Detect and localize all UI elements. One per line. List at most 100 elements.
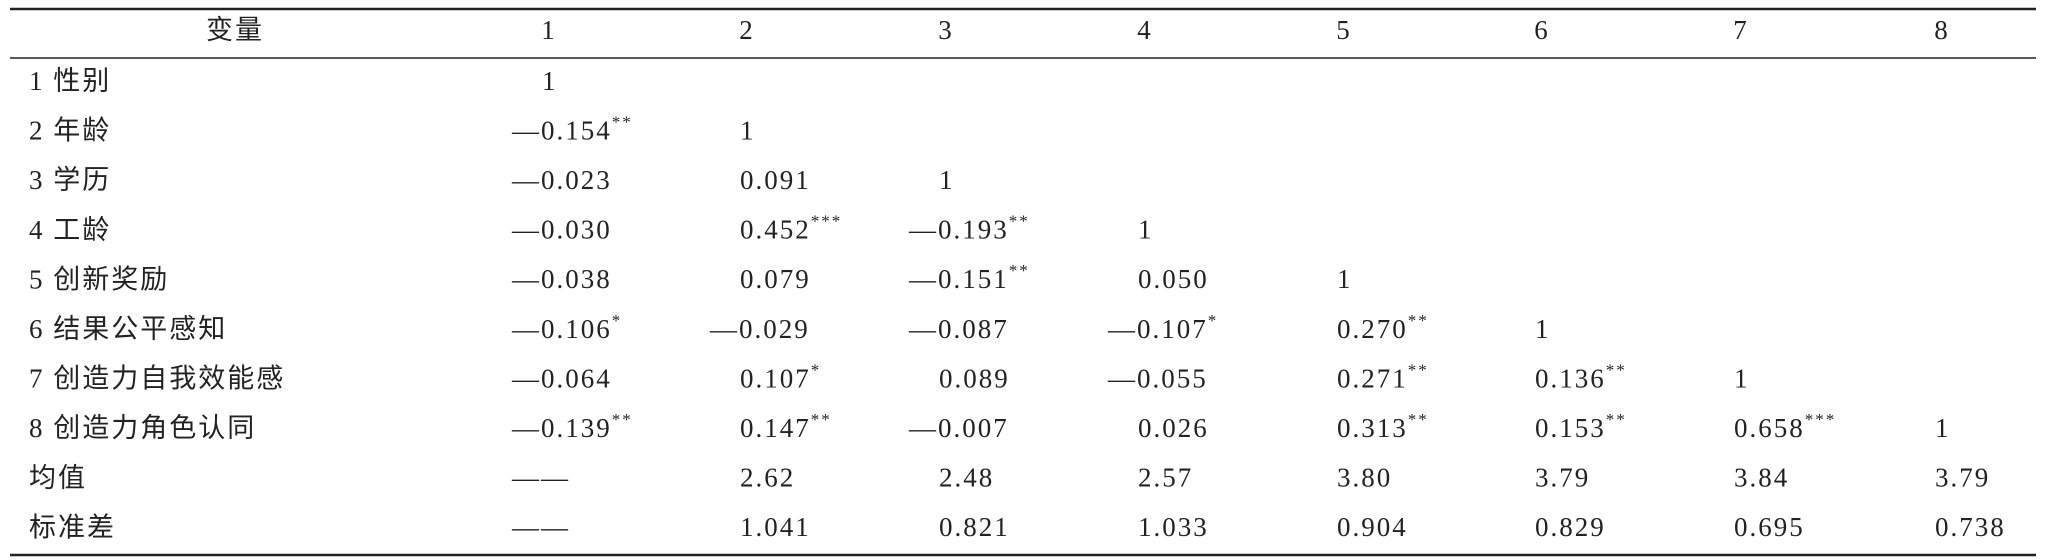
cell-value: —0.030 bbox=[511, 215, 612, 245]
cell-value: —0.029 bbox=[709, 314, 810, 344]
cell-value: 1 bbox=[542, 66, 558, 96]
cell: 0.658*** bbox=[1734, 410, 1836, 443]
cell: 3.80 bbox=[1337, 463, 1392, 493]
cell-value: 0.153 bbox=[1535, 413, 1606, 443]
cell: —0.087 bbox=[908, 314, 1009, 344]
cell-value: 0.695 bbox=[1734, 512, 1805, 542]
row-label: 8 创造力角色认同 bbox=[29, 413, 256, 443]
cell-value: 0.313 bbox=[1337, 413, 1408, 443]
cell-value: 2.62 bbox=[740, 463, 795, 493]
cell: 1 bbox=[1337, 264, 1353, 294]
cell-value: 1.041 bbox=[740, 512, 811, 542]
cell-value: 1 bbox=[1337, 264, 1353, 294]
cell: 0.026 bbox=[1138, 413, 1209, 443]
cell-value: 3.79 bbox=[1935, 463, 1990, 493]
cell-value: —0.107 bbox=[1107, 314, 1208, 344]
cell: 0.271** bbox=[1337, 360, 1429, 393]
header-cell: 2 bbox=[739, 15, 755, 45]
row-label: 3 学历 bbox=[29, 165, 111, 195]
row-label: 标准差 bbox=[29, 512, 116, 542]
cell-value: 0.091 bbox=[740, 165, 811, 195]
cell: 3.84 bbox=[1734, 463, 1789, 493]
cell-value: 0.829 bbox=[1535, 512, 1606, 542]
significance: ** bbox=[1009, 261, 1030, 280]
cell: —0.107* bbox=[1107, 311, 1218, 344]
header-cell: 7 bbox=[1733, 15, 1749, 45]
header-cell: 4 bbox=[1137, 15, 1153, 45]
cell: —0.139** bbox=[511, 410, 633, 443]
cell: 0.079 bbox=[740, 264, 811, 294]
cell: 0.107* bbox=[740, 360, 821, 393]
cell-value: 0.107 bbox=[740, 364, 811, 394]
header-cell: 变量 bbox=[206, 15, 264, 45]
significance: ** bbox=[1408, 410, 1429, 429]
cell-value: 0.147 bbox=[740, 413, 811, 443]
cell-value: 3.84 bbox=[1734, 463, 1789, 493]
cell: —0.106* bbox=[511, 311, 622, 344]
cell-value: 1 bbox=[1935, 413, 1951, 443]
cell: —0.038 bbox=[511, 264, 612, 294]
cell: 3.79 bbox=[1935, 463, 1990, 493]
cell-value: —0.193 bbox=[908, 215, 1009, 245]
cell-value: 1 bbox=[740, 116, 756, 146]
cell-value: 0.270 bbox=[1337, 314, 1408, 344]
cell: 0.153** bbox=[1535, 410, 1627, 443]
cell-value: 1 bbox=[1734, 364, 1750, 394]
cell-value: 0.050 bbox=[1138, 264, 1209, 294]
cell: 0.829 bbox=[1535, 512, 1606, 542]
row-label: 均值 bbox=[29, 463, 87, 493]
cell-value: 1 bbox=[939, 165, 955, 195]
cell-value: —0.139 bbox=[511, 413, 612, 443]
cell: —0.064 bbox=[511, 364, 612, 394]
cell: 0.091 bbox=[740, 165, 811, 195]
significance: * bbox=[811, 360, 822, 379]
significance: ** bbox=[612, 112, 633, 131]
header-cell: 5 bbox=[1336, 15, 1352, 45]
cell: 0.313** bbox=[1337, 410, 1429, 443]
cell: 2.48 bbox=[939, 463, 994, 493]
cell: 2.57 bbox=[1138, 463, 1193, 493]
significance: * bbox=[1208, 311, 1219, 330]
header-cell: 6 bbox=[1534, 15, 1550, 45]
cell: —0.151** bbox=[908, 261, 1030, 294]
cell-value: 2.48 bbox=[939, 463, 994, 493]
cell: —0.030 bbox=[511, 215, 612, 245]
cell-value: 0.738 bbox=[1935, 512, 2006, 542]
cell: 2.62 bbox=[740, 463, 795, 493]
header-cell: 1 bbox=[541, 15, 557, 45]
cell: 1 bbox=[542, 66, 558, 96]
cell-value: 0.079 bbox=[740, 264, 811, 294]
cell: 0.904 bbox=[1337, 512, 1408, 542]
cell: 1 bbox=[1535, 314, 1551, 344]
cell: 0.270** bbox=[1337, 311, 1429, 344]
cell: 0.147** bbox=[740, 410, 832, 443]
significance: ** bbox=[1408, 360, 1429, 379]
cell: 1 bbox=[1935, 413, 1951, 443]
cell: 0.050 bbox=[1138, 264, 1209, 294]
cell: —0.007 bbox=[908, 413, 1009, 443]
cell: 0.738 bbox=[1935, 512, 2006, 542]
cell-value: —— bbox=[511, 512, 570, 542]
significance: *** bbox=[811, 212, 843, 231]
cell: 1 bbox=[1734, 364, 1750, 394]
cell: 0.821 bbox=[939, 512, 1010, 542]
cell-value: —0.023 bbox=[511, 165, 612, 195]
significance: *** bbox=[1805, 410, 1837, 429]
cell-value: —0.055 bbox=[1107, 364, 1208, 394]
cell-value: —— bbox=[511, 463, 570, 493]
significance: ** bbox=[1606, 360, 1627, 379]
cell-value: 0.658 bbox=[1734, 413, 1805, 443]
cell: —0.193** bbox=[908, 212, 1030, 245]
cell-value: 3.79 bbox=[1535, 463, 1590, 493]
cell: 0.452*** bbox=[740, 212, 842, 245]
cell-value: 0.136 bbox=[1535, 364, 1606, 394]
row-label: 5 创新奖励 bbox=[29, 264, 169, 294]
cell: —0.023 bbox=[511, 165, 612, 195]
cell: 1.033 bbox=[1138, 512, 1209, 542]
cell: 0.136** bbox=[1535, 360, 1627, 393]
cell-value: —0.087 bbox=[908, 314, 1009, 344]
cell-value: —0.154 bbox=[511, 116, 612, 146]
